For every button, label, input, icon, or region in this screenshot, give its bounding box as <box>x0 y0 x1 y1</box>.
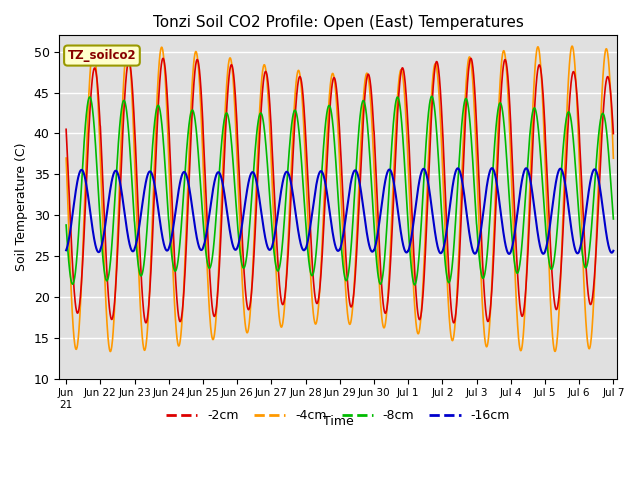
Y-axis label: Soil Temperature (C): Soil Temperature (C) <box>15 143 28 271</box>
Title: Tonzi Soil CO2 Profile: Open (East) Temperatures: Tonzi Soil CO2 Profile: Open (East) Temp… <box>152 15 524 30</box>
X-axis label: Time: Time <box>323 415 353 428</box>
Legend: -2cm, -4cm, -8cm, -16cm: -2cm, -4cm, -8cm, -16cm <box>161 404 515 427</box>
Text: TZ_soilco2: TZ_soilco2 <box>68 49 136 62</box>
